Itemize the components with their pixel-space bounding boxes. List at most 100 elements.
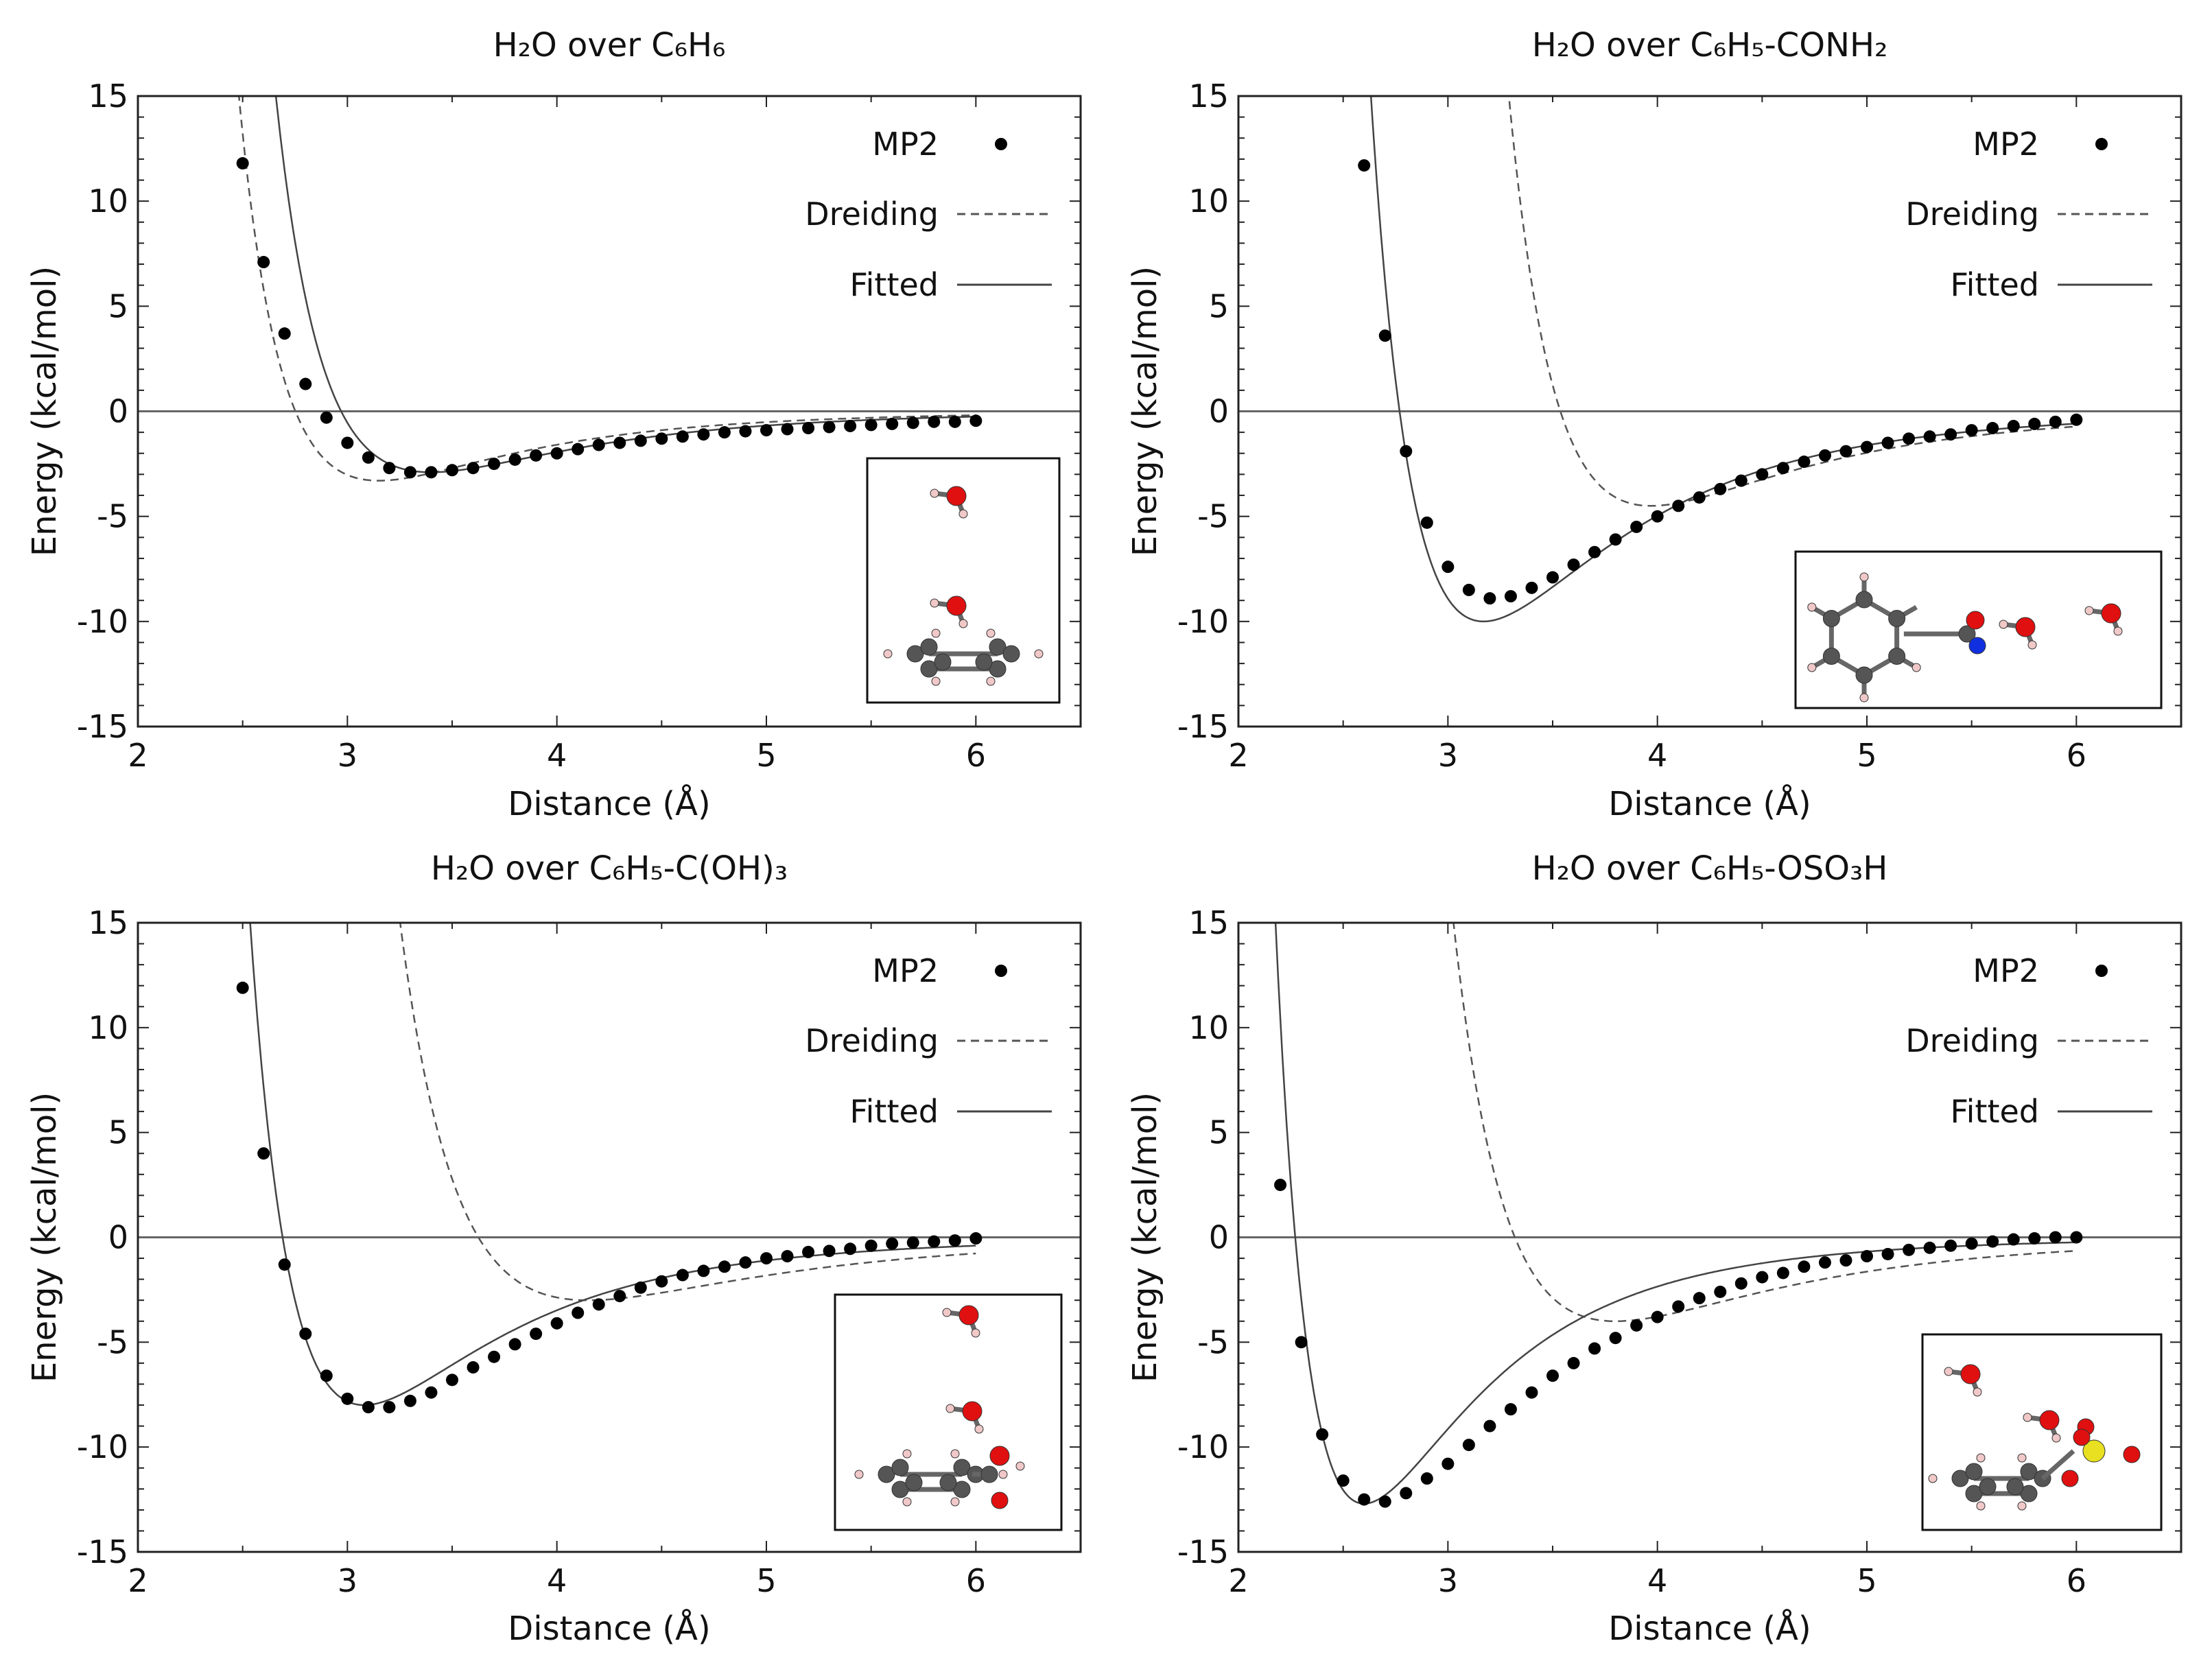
- mp2-point: [1400, 1487, 1413, 1500]
- y-axis-label: Energy (kcal/mol): [1126, 1092, 1164, 1382]
- mp2-point: [488, 458, 501, 471]
- carbon-atom: [989, 660, 1007, 678]
- mp2-point: [1630, 520, 1643, 533]
- legend-mp2-marker: [995, 965, 1007, 977]
- hydrogen-atom: [1807, 602, 1817, 612]
- mp2-point: [320, 1369, 333, 1382]
- x-tick-label: 3: [338, 737, 357, 774]
- hydrogen-atom: [2023, 1413, 2032, 1422]
- hydrogen-atom: [902, 1497, 912, 1507]
- mp2-point: [739, 1256, 752, 1269]
- mp2-point: [257, 1147, 270, 1160]
- mp2-point: [613, 436, 626, 449]
- plot-frame: [1237, 921, 2182, 1553]
- x-tick-label: 4: [1647, 1562, 1667, 1599]
- mp2-point: [2049, 415, 2062, 428]
- mp2-point: [425, 1386, 438, 1399]
- mp2-point: [592, 438, 605, 451]
- carbon-atom: [891, 1459, 909, 1476]
- x-tick-label: 6: [2067, 1562, 2086, 1599]
- hydrogen-atom: [950, 1449, 960, 1459]
- hydrogen-atom: [930, 598, 939, 608]
- carbon-atom: [989, 638, 1007, 656]
- mp2-point: [425, 466, 438, 479]
- carbon-atom: [1822, 648, 1840, 665]
- mp2-point: [1420, 516, 1433, 529]
- carbon-atom: [2006, 1478, 2024, 1496]
- hydrogen-atom: [1944, 1367, 1953, 1376]
- oxygen-atom: [2061, 1470, 2079, 1487]
- carbon-atom: [939, 1474, 957, 1492]
- x-tick-label: 2: [1228, 737, 1248, 774]
- mp2-point: [1693, 1292, 1706, 1305]
- mp2-point: [1965, 1237, 1978, 1250]
- legend-label-mp2: MP2: [1973, 126, 2039, 163]
- mp2-point: [1903, 1243, 1916, 1256]
- y-axis-label: Energy (kcal/mol): [1126, 266, 1164, 556]
- y-tick-label: 5: [108, 287, 128, 325]
- carbon-atom: [1951, 1470, 1969, 1487]
- carbon-atom: [920, 660, 938, 678]
- mp2-point: [969, 414, 983, 427]
- y-tick-label: -5: [97, 1323, 128, 1360]
- y-tick-label: 10: [1188, 1009, 1229, 1046]
- hydrogen-atom: [1999, 620, 2008, 629]
- oxygen-atom: [991, 1492, 1009, 1509]
- legend-label-mp2: MP2: [872, 952, 939, 989]
- hydrogen-atom: [2113, 626, 2123, 636]
- mp2-point: [278, 327, 291, 340]
- mp2-point: [1358, 159, 1371, 172]
- y-tick-label: -5: [97, 498, 128, 535]
- bond: [2040, 1449, 2075, 1481]
- mp2-point: [739, 425, 752, 438]
- legend-mp2-marker: [2095, 965, 2108, 977]
- mp2-point: [362, 1401, 375, 1414]
- mp2-point: [572, 443, 585, 456]
- x-tick-label: 5: [1857, 737, 1876, 774]
- fitted-curve: [1274, 923, 2077, 1505]
- mp2-point: [530, 449, 543, 462]
- x-tick-label: 4: [1647, 737, 1667, 774]
- carbon-atom: [1965, 1463, 1983, 1481]
- molecule-inset: [866, 457, 1061, 704]
- nitrogen-atom: [1968, 637, 1986, 655]
- mp2-point: [1756, 1271, 1769, 1284]
- fitted-curve: [249, 923, 976, 1406]
- x-tick-label: 4: [547, 1562, 567, 1599]
- hydrogen-atom: [1976, 1453, 1986, 1463]
- y-tick-label: 10: [1188, 182, 1229, 220]
- mp2-point: [467, 1361, 480, 1374]
- hydrogen-atom: [986, 676, 996, 686]
- mp2-point: [2028, 1232, 2041, 1245]
- x-tick-label: 3: [1438, 1562, 1458, 1599]
- x-tick-label: 5: [756, 1562, 776, 1599]
- mp2-point: [1651, 1310, 1664, 1323]
- carbon-atom: [934, 653, 952, 671]
- mp2-point: [550, 447, 563, 460]
- mp2-point: [1798, 1260, 1811, 1273]
- x-axis-label: Distance (Å): [508, 784, 710, 823]
- mp2-point: [1734, 1277, 1748, 1290]
- mp2-point: [823, 421, 836, 434]
- mp2-point: [1504, 590, 1517, 603]
- carbon-atom: [1888, 648, 1906, 665]
- oxygen-atom: [946, 596, 967, 616]
- mp2-point: [592, 1298, 605, 1311]
- mp2-point: [1798, 456, 1811, 469]
- mp2-point: [1651, 510, 1664, 523]
- hydrogen-atom: [883, 649, 893, 659]
- mp2-point: [341, 436, 354, 449]
- legend-label-dreiding: Dreiding: [805, 196, 939, 233]
- oxygen-atom: [958, 1305, 979, 1325]
- mp2-point: [886, 1237, 899, 1250]
- x-tick-label: 2: [128, 1562, 148, 1599]
- y-tick-label: -10: [1177, 603, 1229, 640]
- mp2-point: [1567, 558, 1580, 571]
- mp2-point: [508, 453, 521, 466]
- oxygen-atom: [946, 486, 967, 506]
- hydrogen-atom: [971, 1328, 980, 1338]
- mp2-point: [1776, 1266, 1789, 1280]
- y-tick-label: -15: [1177, 1533, 1229, 1570]
- x-axis-label: Distance (Å): [508, 1609, 710, 1648]
- hydrogen-atom: [902, 1449, 912, 1459]
